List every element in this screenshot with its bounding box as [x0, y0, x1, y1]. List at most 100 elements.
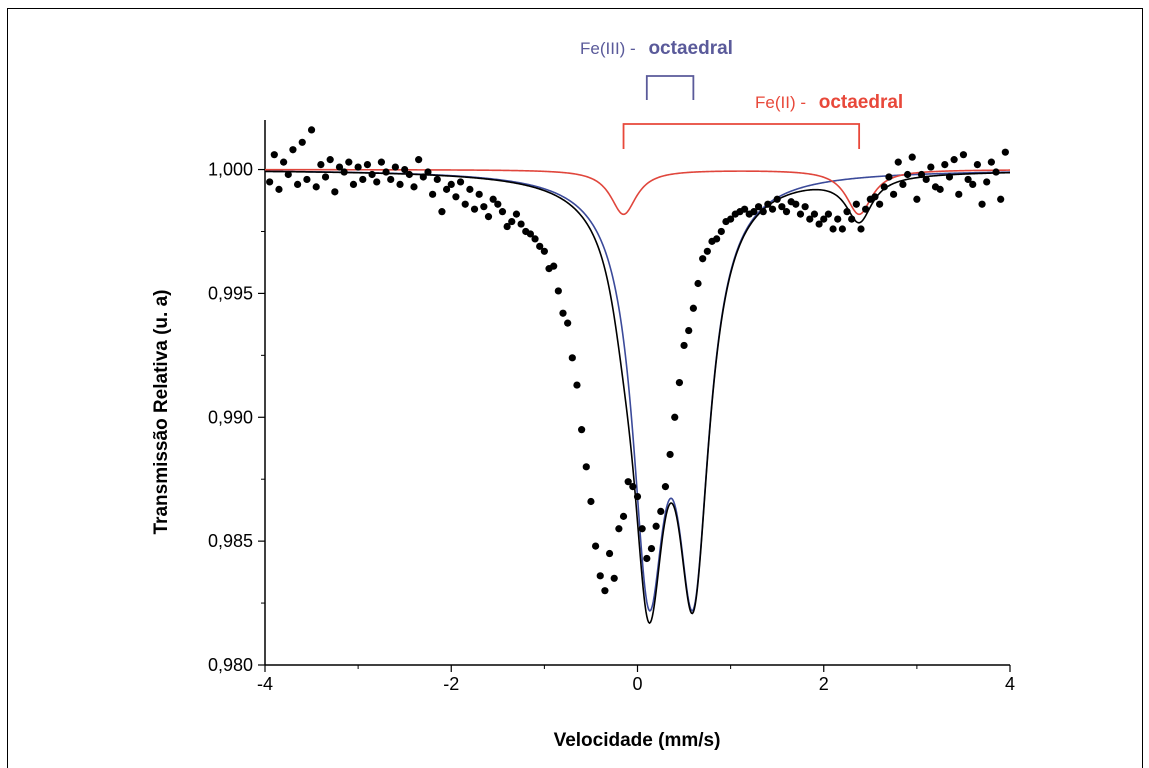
y-tick-label: 0,990: [208, 407, 253, 427]
x-tick-label: 4: [1005, 674, 1015, 694]
data-point: [564, 319, 572, 327]
data-point: [973, 160, 982, 169]
y-tick-label: 0,980: [208, 655, 253, 675]
x-tick-label: -4: [257, 674, 273, 694]
data-point: [969, 180, 977, 189]
data-point: [955, 190, 963, 198]
data-point: [321, 173, 330, 181]
data-point: [661, 483, 670, 491]
data-point: [782, 208, 791, 216]
annotation-1-bracket: [645, 75, 695, 100]
data-point: [331, 188, 339, 196]
data-point: [433, 175, 441, 184]
data-point: [307, 126, 316, 134]
data-point: [587, 497, 595, 506]
data-point: [834, 215, 842, 223]
data-point: [657, 507, 665, 516]
data-point: [429, 190, 437, 198]
x-tick-label: -2: [443, 674, 459, 694]
data-point: [610, 574, 618, 582]
data-point: [740, 205, 749, 213]
data-point: [871, 193, 879, 201]
data-point: [838, 225, 846, 233]
data-point: [289, 146, 297, 154]
data-point: [508, 217, 516, 226]
data-point: [983, 178, 991, 186]
data-point: [964, 175, 972, 184]
data-point: [759, 208, 767, 216]
data-point: [377, 158, 386, 166]
data-point: [848, 215, 856, 223]
data-point: [615, 525, 623, 533]
data-point: [447, 180, 455, 189]
data-point: [857, 225, 865, 233]
data-point: [303, 175, 311, 184]
data-point: [354, 163, 362, 171]
data-point: [438, 208, 446, 216]
data-point: [992, 168, 1000, 176]
data-point: [382, 168, 390, 176]
data-point: [675, 378, 684, 387]
data-point: [820, 215, 828, 223]
data-point: [284, 170, 292, 179]
data-point: [349, 180, 358, 189]
data-point: [419, 173, 427, 181]
y-axis-title: Transmissão Relativa (u. a): [151, 290, 172, 535]
data-point: [880, 183, 888, 191]
data-point: [396, 180, 404, 189]
data-point: [494, 200, 502, 208]
data-point: [680, 341, 688, 350]
data-point: [941, 160, 949, 169]
fit-curves: [264, 168, 1011, 625]
data-point: [578, 426, 586, 434]
data-point: [559, 309, 567, 317]
data-point: [699, 255, 707, 263]
data-point: [517, 220, 525, 228]
data-point: [997, 195, 1005, 203]
data-point: [666, 450, 674, 459]
data-point: [633, 492, 642, 501]
data-point: [326, 156, 334, 164]
data-point: [531, 235, 539, 243]
data-point: [629, 483, 637, 491]
data-point: [266, 178, 274, 186]
x-axis-title: Velocidade (mm/s): [554, 730, 721, 751]
data-point: [401, 165, 409, 174]
data-point: [843, 208, 851, 216]
data-point: [764, 200, 772, 208]
data-point: [387, 175, 395, 184]
data-point: [703, 247, 711, 255]
data-point: [829, 225, 837, 233]
data-point: [359, 175, 367, 184]
data-point: [568, 354, 576, 362]
data-point: [689, 304, 697, 312]
data-point: [978, 200, 986, 208]
data-point: [727, 215, 735, 223]
axes: -4 -2 0 2 4 0,980 0,985 0,990 0,995 1,000: [208, 120, 1015, 694]
data-point: [773, 195, 781, 203]
data-point: [754, 203, 763, 211]
data-point: [624, 478, 632, 486]
data-point: [950, 156, 958, 164]
data-point: [908, 153, 916, 161]
data-point: [461, 200, 469, 208]
data-point: [452, 193, 460, 201]
figure-frame: [7, 8, 1143, 768]
data-point: [489, 195, 497, 203]
data-point: [815, 220, 823, 228]
data-point: [796, 210, 805, 218]
data-point: [442, 185, 451, 193]
data-point: [424, 168, 432, 176]
data-point: [936, 185, 944, 193]
data-point: [293, 180, 302, 189]
annotation-1-label: Fe(III) - octaedral: [580, 38, 733, 59]
data-point: [922, 175, 930, 184]
data-point: [466, 185, 474, 193]
data-point: [526, 230, 535, 238]
data-point: [596, 572, 604, 580]
data-point: [410, 183, 418, 191]
data-point: [876, 200, 884, 208]
data-point: [750, 208, 758, 216]
